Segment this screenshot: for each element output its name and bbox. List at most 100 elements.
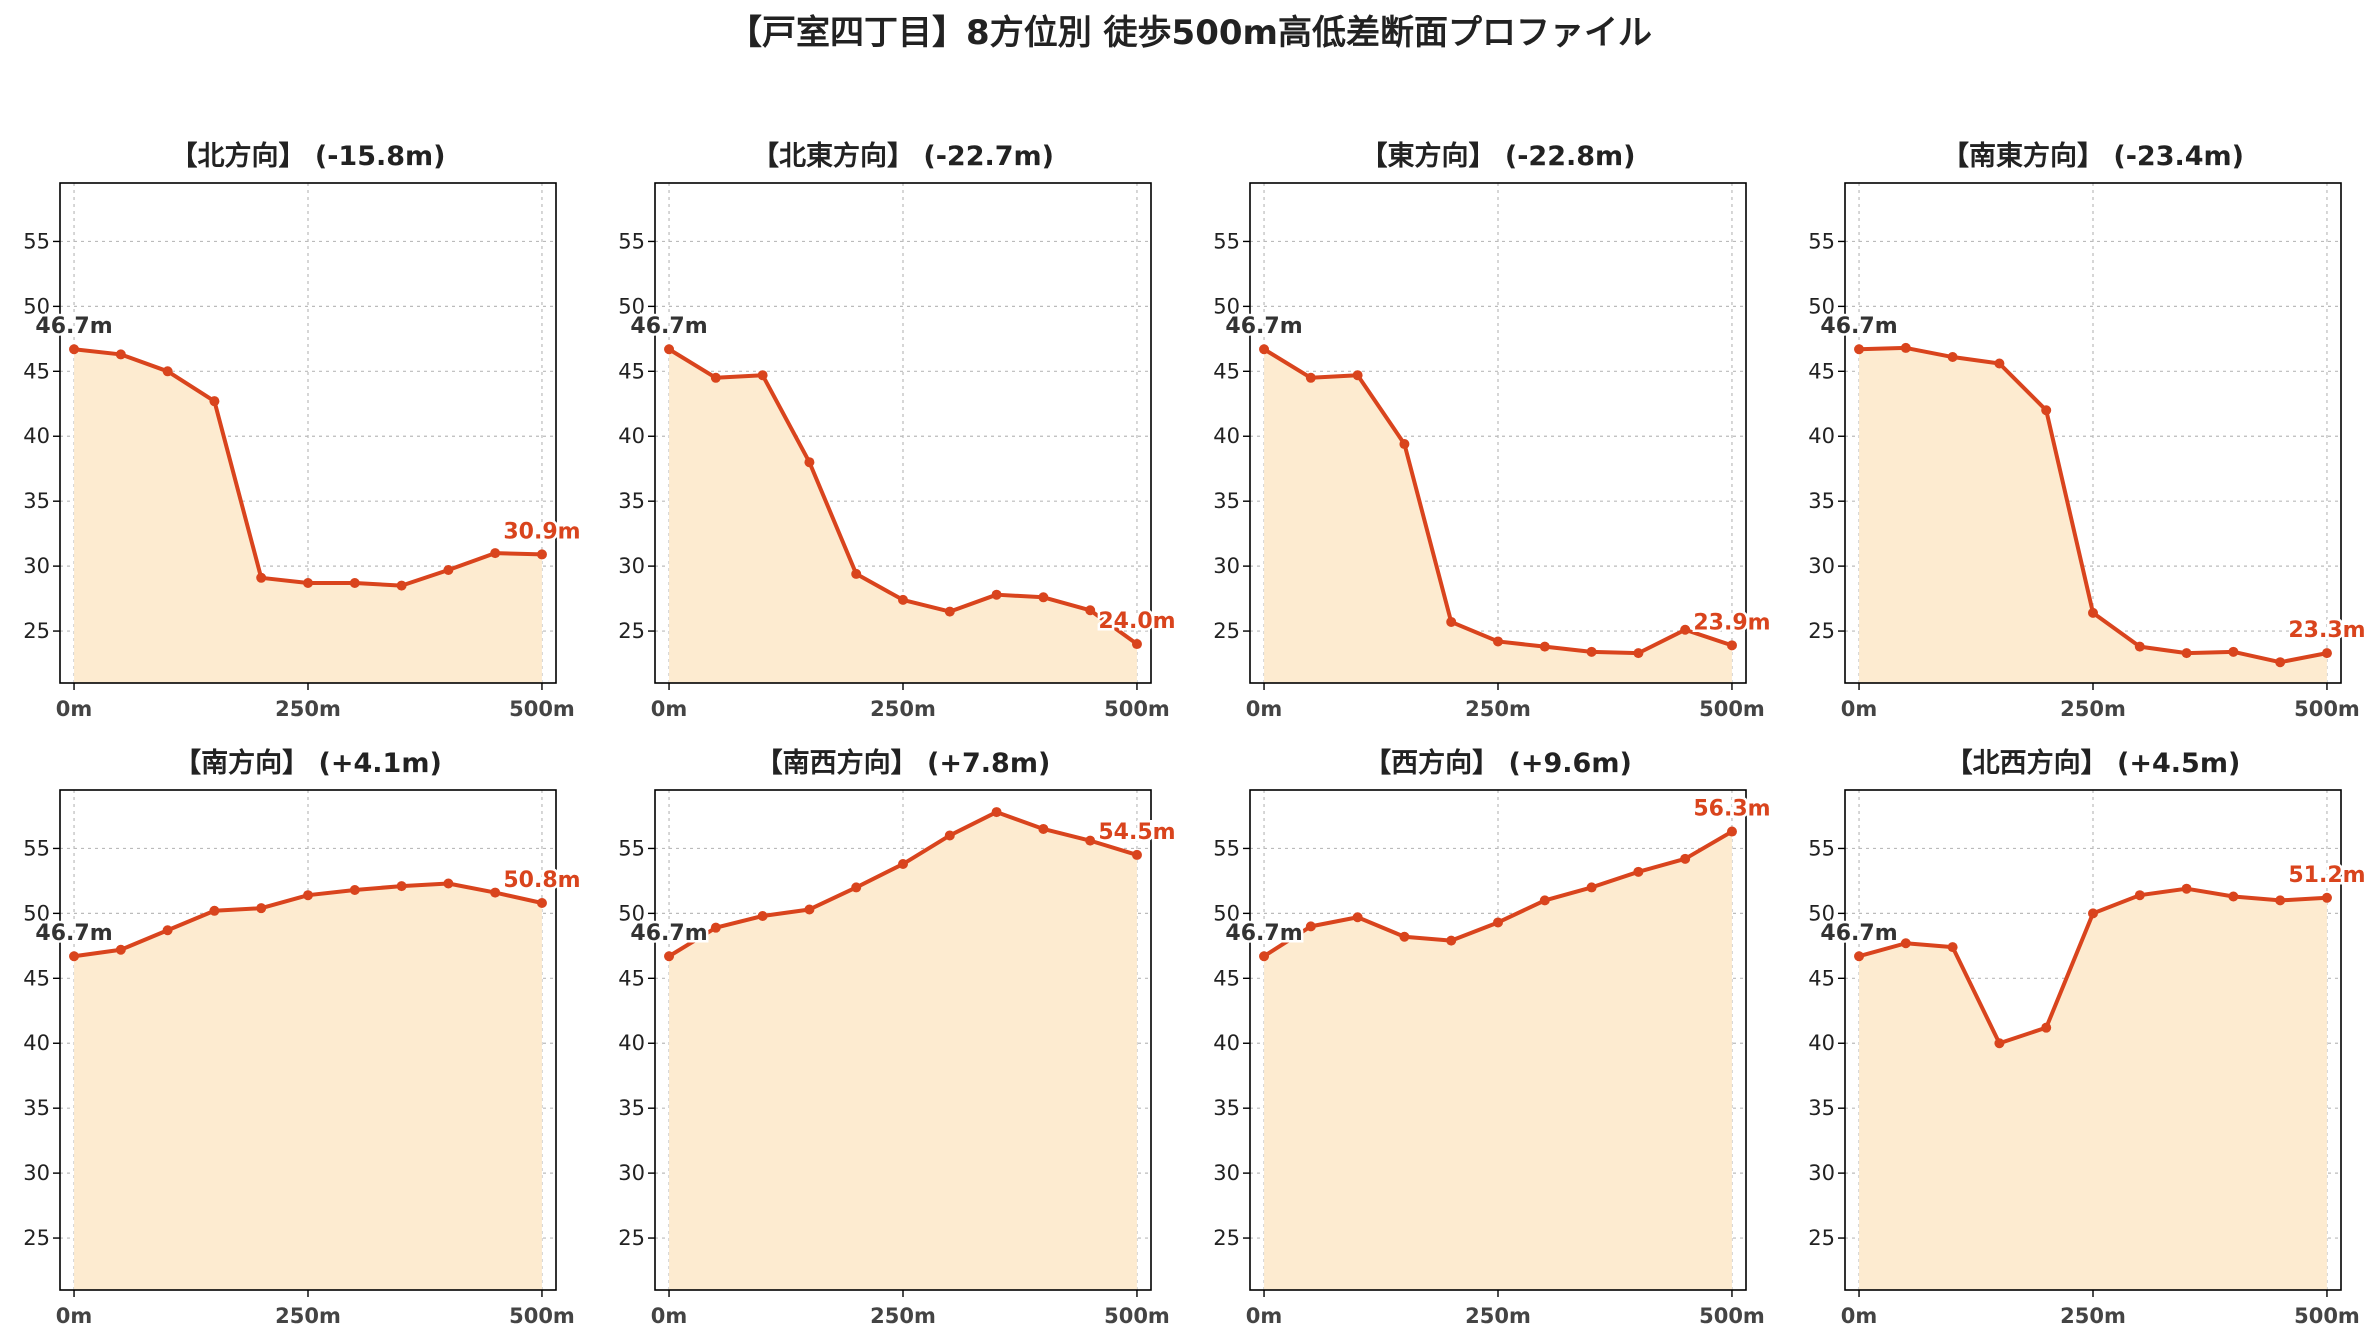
y-tick-label: 25: [1808, 619, 1835, 643]
end-elevation-label: 23.3m: [2288, 618, 2365, 643]
profile-panel: 【東方向】 (-22.8m) 25 30 35 40 45 50 55 0m 250m 500m 46…: [1213, 140, 1773, 721]
y-tick-label: 30: [1213, 1161, 1240, 1185]
elevation-point: [1352, 912, 1363, 923]
elevation-point: [1633, 648, 1644, 659]
x-tick-label: 0m: [56, 697, 93, 721]
y-tick-label: 45: [1808, 359, 1835, 383]
elevation-point: [991, 589, 1002, 600]
elevation-point: [490, 548, 501, 559]
elevation-point: [209, 396, 220, 407]
elevation-point: [1305, 372, 1316, 383]
y-tick-label: 40: [1808, 424, 1835, 448]
x-tick-label: 500m: [509, 1304, 575, 1328]
elevation-point: [2134, 641, 2145, 652]
elevation-point: [1085, 835, 1096, 846]
elevation-point: [804, 904, 815, 915]
elevation-point: [2228, 646, 2239, 657]
y-tick-label: 35: [1213, 1096, 1240, 1120]
elevation-point: [1399, 931, 1410, 942]
y-tick-label: 40: [1213, 424, 1240, 448]
x-tick-label: 500m: [1104, 1304, 1170, 1328]
y-tick-label: 50: [1808, 901, 1835, 925]
y-tick-label: 30: [1808, 554, 1835, 578]
elevation-point: [2275, 657, 2286, 668]
elevation-point: [1854, 951, 1865, 962]
y-tick-label: 55: [618, 836, 645, 860]
y-tick-label: 45: [618, 966, 645, 990]
y-tick-label: 45: [1808, 966, 1835, 990]
y-tick-label: 35: [23, 1096, 50, 1120]
end-elevation-label: 30.9m: [503, 519, 580, 544]
x-tick-label: 0m: [1841, 697, 1878, 721]
x-tick-label: 250m: [2060, 697, 2126, 721]
elevation-point: [898, 859, 908, 870]
elevation-point: [1854, 344, 1865, 355]
start-elevation-label: 46.7m: [630, 921, 707, 946]
elevation-area: [74, 349, 542, 683]
y-tick-label: 55: [23, 229, 50, 253]
y-tick-label: 25: [1213, 619, 1240, 643]
elevation-point: [256, 572, 267, 583]
x-tick-label: 0m: [1841, 1304, 1878, 1328]
elevation-point: [1085, 605, 1096, 616]
elevation-point: [757, 910, 768, 921]
elevation-area: [1264, 831, 1732, 1290]
profile-panel: 【北方向】 (-15.8m) 25 30 35 40 45 50 55 0m 250m 500m 46…: [23, 140, 583, 721]
y-tick-label: 55: [23, 836, 50, 860]
x-tick-label: 0m: [651, 697, 688, 721]
x-tick-label: 500m: [1699, 697, 1765, 721]
y-tick-label: 40: [23, 1031, 50, 1055]
elevation-point: [115, 944, 126, 955]
elevation-point: [1680, 853, 1691, 864]
profile-panel: 【北東方向】 (-22.7m) 25 30 35 40 45 50 55 0m 250m 500m 4…: [618, 140, 1178, 721]
y-tick-label: 50: [1213, 901, 1240, 925]
y-tick-label: 40: [618, 424, 645, 448]
elevation-point: [1446, 616, 1457, 627]
elevation-point: [349, 885, 360, 895]
elevation-point: [851, 882, 862, 893]
elevation-point: [1947, 942, 1958, 953]
elevation-point: [1994, 1038, 2005, 1049]
profile-panel: 【南方向】 (+4.1m) 25 30 35 40 45 50 55 0m 250m 500m 46.…: [23, 747, 583, 1328]
y-tick-label: 50: [1213, 294, 1240, 318]
elevation-point: [536, 897, 547, 908]
end-elevation-label: 24.0m: [1098, 609, 1175, 634]
elevation-point: [898, 594, 908, 605]
elevation-point: [804, 457, 815, 468]
start-elevation-label: 46.7m: [1225, 921, 1302, 946]
panel-title: 【南方向】 (+4.1m): [174, 747, 442, 779]
elevation-point: [69, 951, 80, 962]
elevation-point: [1259, 951, 1270, 962]
elevation-point: [443, 565, 454, 576]
x-tick-label: 500m: [2294, 697, 2360, 721]
y-tick-label: 50: [618, 901, 645, 925]
elevation-point: [396, 580, 407, 591]
y-tick-label: 50: [1808, 294, 1835, 318]
elevation-area: [1859, 347, 2327, 683]
elevation-point: [944, 606, 955, 617]
start-elevation-label: 46.7m: [35, 921, 112, 946]
start-elevation-label: 46.7m: [1820, 921, 1897, 946]
elevation-point: [1994, 358, 2005, 369]
elevation-point: [1947, 352, 1958, 363]
elevation-point: [2181, 883, 2192, 894]
y-tick-label: 35: [1808, 1096, 1835, 1120]
elevation-point: [1900, 342, 1911, 353]
y-tick-label: 50: [23, 294, 50, 318]
x-tick-label: 0m: [1246, 1304, 1283, 1328]
elevation-point: [2321, 892, 2332, 903]
elevation-point: [851, 568, 862, 579]
panel-title: 【北東方向】 (-22.7m): [752, 140, 1054, 172]
elevation-point: [2088, 607, 2098, 618]
elevation-point: [1131, 849, 1142, 860]
elevation-point: [1726, 826, 1737, 837]
x-tick-label: 250m: [1465, 1304, 1531, 1328]
elevation-point: [349, 578, 360, 588]
elevation-point: [162, 925, 173, 936]
panel-title: 【南西方向】 (+7.8m): [756, 747, 1051, 779]
y-tick-label: 25: [618, 619, 645, 643]
y-tick-label: 45: [618, 359, 645, 383]
x-tick-label: 0m: [56, 1304, 93, 1328]
elevation-point: [1131, 639, 1142, 650]
